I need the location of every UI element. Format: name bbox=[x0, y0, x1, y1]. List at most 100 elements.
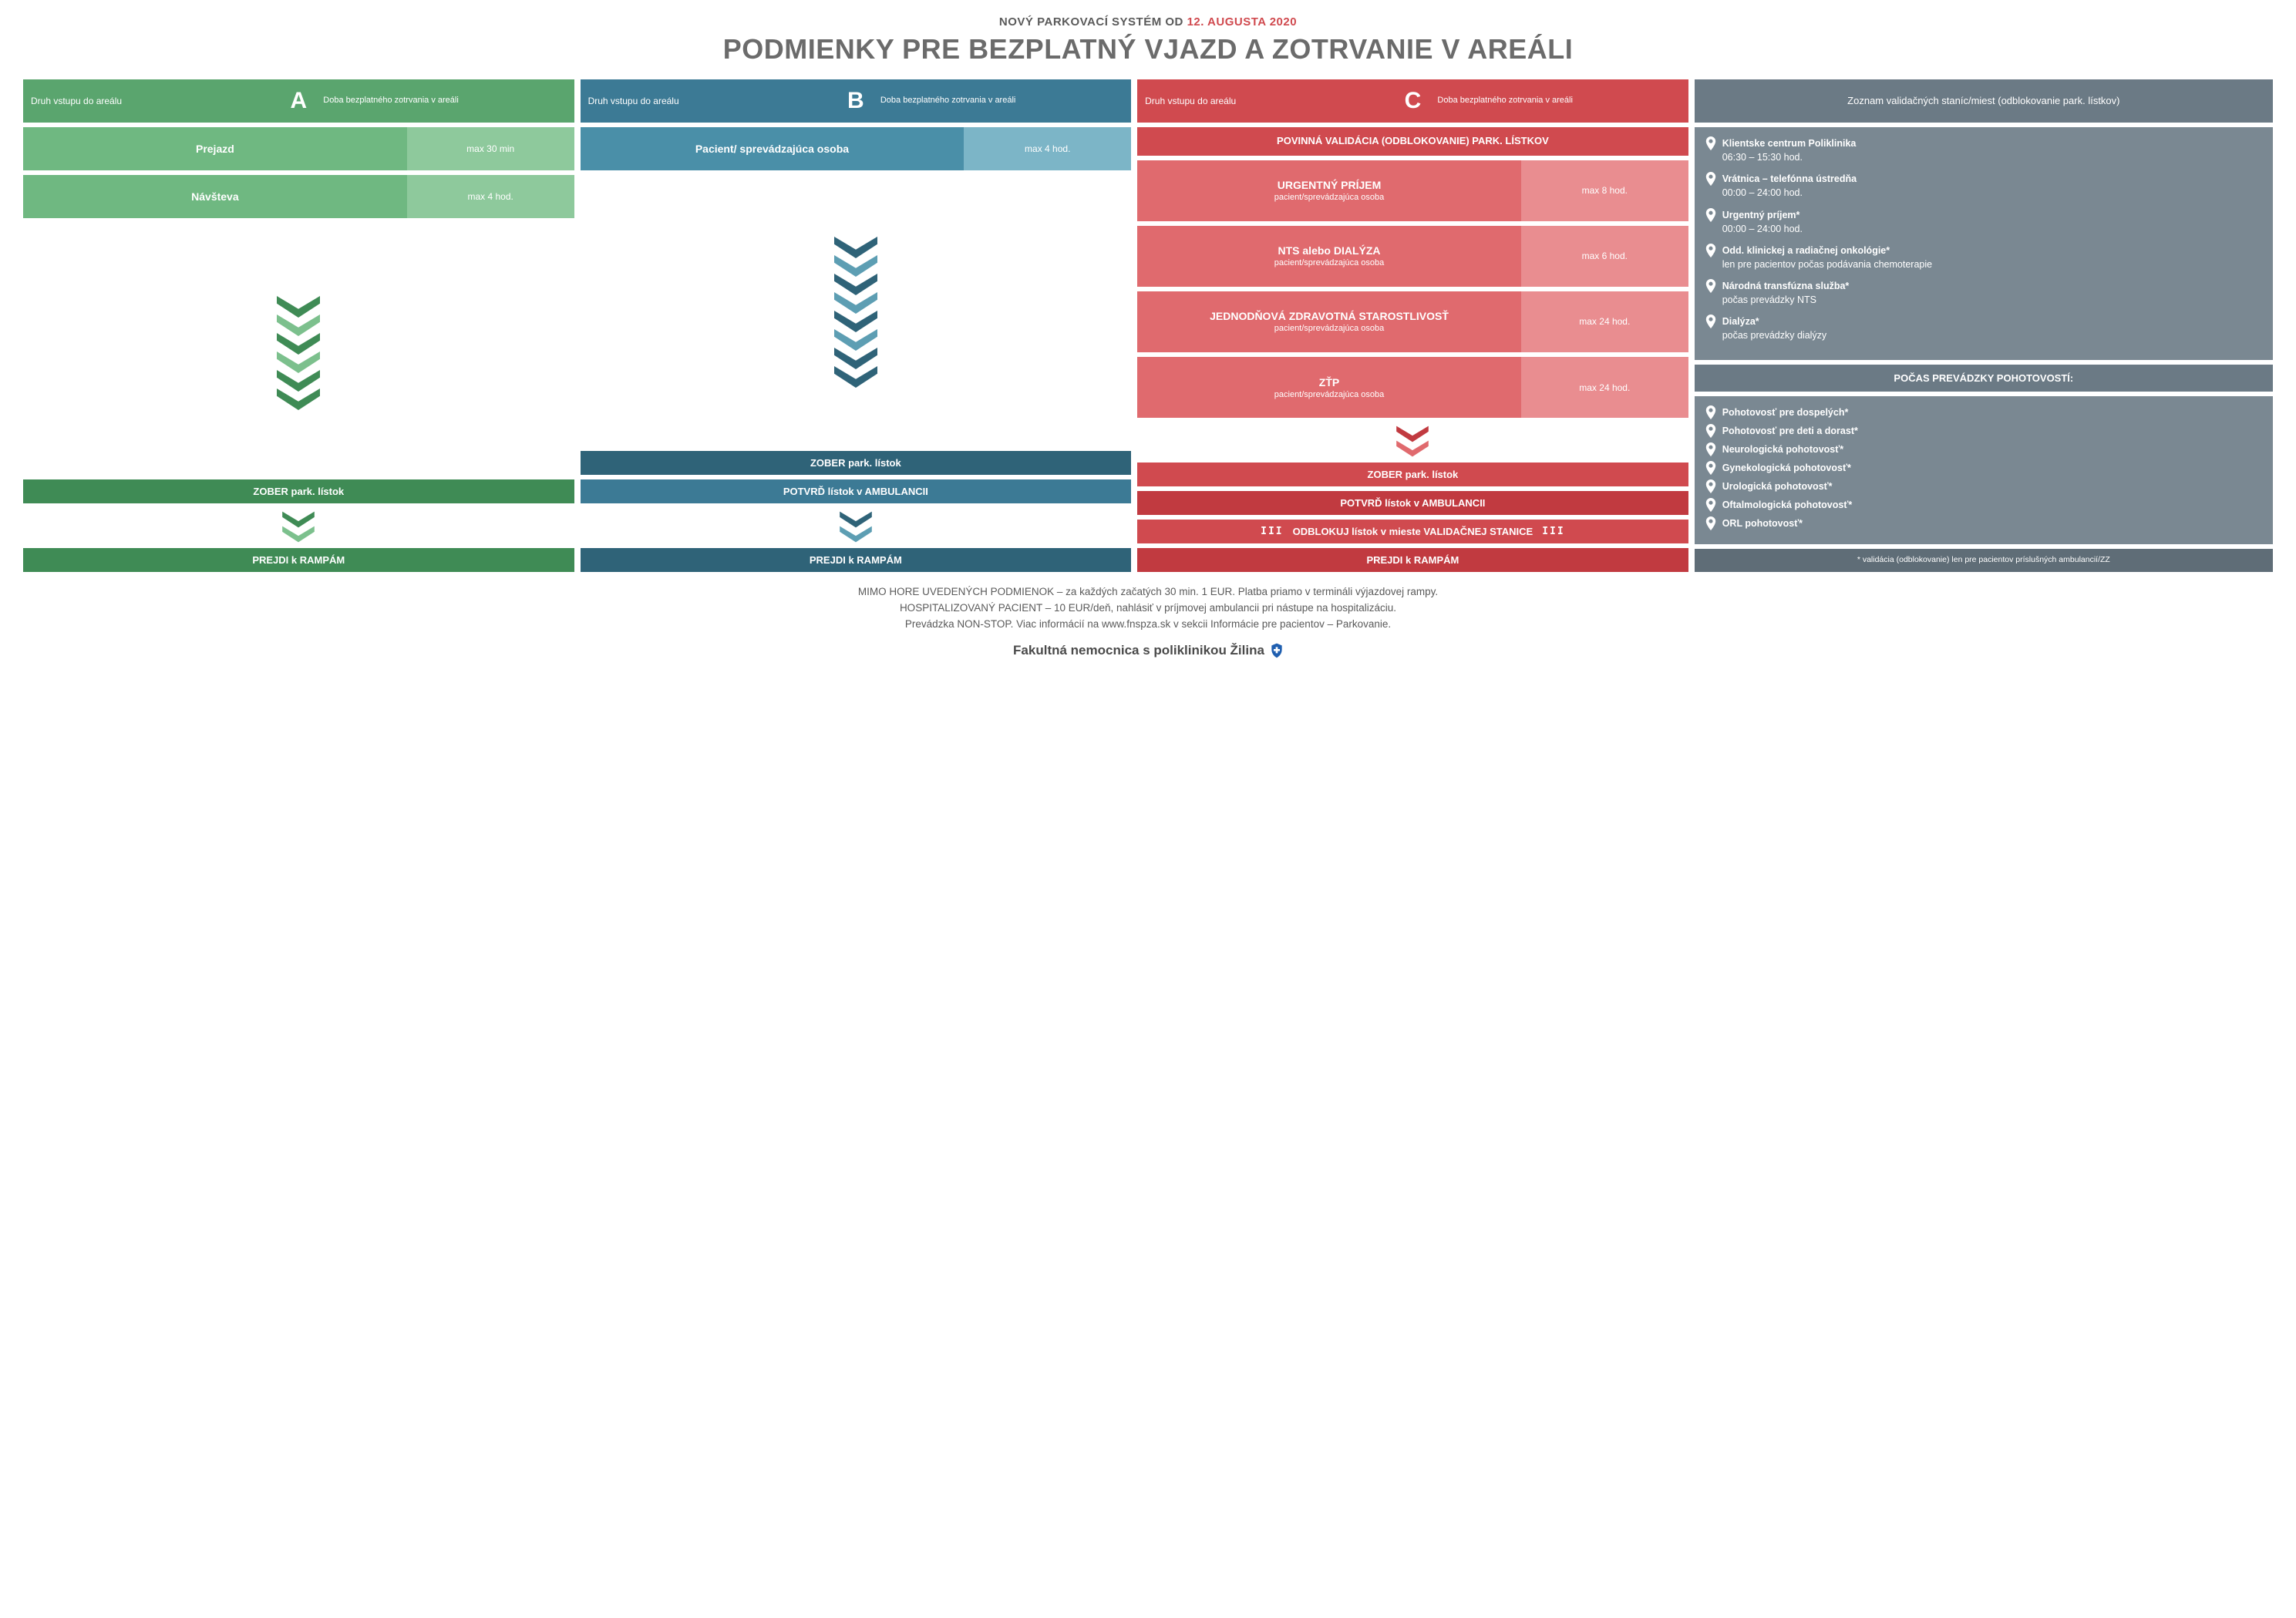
emergency-station-item: Gynekologická pohotovosť* bbox=[1705, 461, 2262, 475]
col-a-chevrons bbox=[23, 227, 574, 475]
col-c-row-label: JEDNODŇOVÁ ZDRAVOTNÁ STAROSTLIVOSŤpacien… bbox=[1137, 291, 1521, 352]
station-text: Gynekologická pohotovosť* bbox=[1722, 461, 1851, 475]
col-c-row-label: ZŤPpacient/sprevádzajúca osoba bbox=[1137, 357, 1521, 418]
map-pin-icon bbox=[1705, 424, 1716, 438]
validation-station-item: Národná transfúzna služba*počas prevádzk… bbox=[1705, 279, 2262, 307]
col-a-row-time: max 30 min bbox=[407, 127, 574, 170]
col-a-action-take-ticket: ZOBER park. lístok bbox=[23, 479, 574, 503]
footer: MIMO HORE UVEDENÝCH PODMIENOK – za každý… bbox=[23, 584, 2273, 661]
col-b-action-confirm: POTVRĎ lístok v AMBULANCII bbox=[581, 479, 1132, 503]
shield-icon bbox=[1271, 643, 1283, 658]
map-pin-icon bbox=[1705, 279, 1716, 307]
col-a-mini-chevrons bbox=[23, 508, 574, 543]
validation-station-item: Odd. klinickej a radiačnej onkológie*len… bbox=[1705, 244, 2262, 271]
col-c-row-time: max 6 hod. bbox=[1521, 226, 1688, 287]
col-b-row-label: Pacient/ sprevádzajúca osoba bbox=[581, 127, 965, 170]
chevron-down-icon bbox=[278, 526, 318, 543]
column-d: Zoznam validačných staníc/miest (odbloko… bbox=[1695, 79, 2273, 572]
station-text: Neurologická pohotovosť* bbox=[1722, 442, 1843, 456]
barcode-icon: III bbox=[1542, 526, 1564, 537]
footer-line-1: MIMO HORE UVEDENÝCH PODMIENOK – za každý… bbox=[23, 584, 2273, 600]
col-c-action-go-ramps: PREJDI k RAMPÁM bbox=[1137, 548, 1688, 572]
col-c-row-time: max 24 hod. bbox=[1521, 357, 1688, 418]
col-c-action-unblock-label: ODBLOKUJ lístok v mieste VALIDAČNEJ STAN… bbox=[1293, 526, 1533, 537]
col-c-head-left: Druh vstupu do areálu bbox=[1137, 91, 1395, 112]
chevron-down-icon bbox=[1392, 440, 1432, 457]
col-a-row-time: max 4 hod. bbox=[407, 175, 574, 218]
map-pin-icon bbox=[1705, 136, 1716, 164]
validation-station-item: Klientske centrum Poliklinika06:30 – 15:… bbox=[1705, 136, 2262, 164]
station-text: Dialýza*počas prevádzky dialýzy bbox=[1722, 315, 1826, 342]
col-c-action-take-ticket: ZOBER park. lístok bbox=[1137, 463, 1688, 486]
column-c: Druh vstupu do areálu C Doba bezplatného… bbox=[1137, 79, 1688, 572]
col-b-row: Pacient/ sprevádzajúca osobamax 4 hod. bbox=[581, 127, 1132, 170]
map-pin-icon bbox=[1705, 498, 1716, 512]
map-pin-icon bbox=[1705, 516, 1716, 530]
col-c-letter: C bbox=[1395, 86, 1429, 116]
station-text: Vrátnica – telefónna ústredňa00:00 – 24:… bbox=[1722, 172, 1857, 200]
col-c-row-time: max 24 hod. bbox=[1521, 291, 1688, 352]
col-a-row-label: Prejazd bbox=[23, 127, 407, 170]
station-text: Oftalmologická pohotovosť* bbox=[1722, 498, 1853, 512]
station-text: Pohotovosť pre dospelých* bbox=[1722, 405, 1849, 419]
col-d-list-1: Klientske centrum Poliklinika06:30 – 15:… bbox=[1695, 127, 2273, 360]
col-d-note: * validácia (odblokovanie) len pre pacie… bbox=[1695, 549, 2273, 572]
map-pin-icon bbox=[1705, 461, 1716, 475]
station-text: Klientske centrum Poliklinika06:30 – 15:… bbox=[1722, 136, 1857, 164]
pretitle-text: NOVÝ PARKOVACÍ SYSTÉM OD bbox=[999, 15, 1187, 29]
col-a-action-go-ramps: PREJDI k RAMPÁM bbox=[23, 548, 574, 572]
col-a-row-label: Návšteva bbox=[23, 175, 407, 218]
footer-line-2: HOSPITALIZOVANÝ PACIENT – 10 EUR/deň, na… bbox=[23, 600, 2273, 617]
station-text: ORL pohotovosť* bbox=[1722, 516, 1803, 530]
map-pin-icon bbox=[1705, 479, 1716, 493]
col-d-header: Zoznam validačných staníc/miest (odbloko… bbox=[1695, 79, 2273, 123]
col-d-subhead: POČAS PREVÁDZKY POHOTOVOSTÍ: bbox=[1695, 365, 2273, 392]
col-a-row: Návštevamax 4 hod. bbox=[23, 175, 574, 218]
emergency-station-item: Urologická pohotovosť* bbox=[1705, 479, 2262, 493]
col-b-letter: B bbox=[839, 86, 873, 116]
map-pin-icon bbox=[1705, 442, 1716, 456]
emergency-station-item: Oftalmologická pohotovosť* bbox=[1705, 498, 2262, 512]
station-text: Urgentný príjem*00:00 – 24:00 hod. bbox=[1722, 208, 1803, 236]
map-pin-icon bbox=[1705, 244, 1716, 271]
chevron-down-icon bbox=[828, 366, 884, 388]
map-pin-icon bbox=[1705, 405, 1716, 419]
validation-station-item: Vrátnica – telefónna ústredňa00:00 – 24:… bbox=[1705, 172, 2262, 200]
columns-grid: Druh vstupu do areálu A Doba bezplatného… bbox=[23, 79, 2273, 572]
map-pin-icon bbox=[1705, 315, 1716, 342]
emergency-station-item: Pohotovosť pre deti a dorast* bbox=[1705, 424, 2262, 438]
map-pin-icon bbox=[1705, 208, 1716, 236]
chevron-down-icon bbox=[836, 526, 876, 543]
col-c-row-label: URGENTNÝ PRÍJEMpacient/sprevádzajúca oso… bbox=[1137, 160, 1521, 221]
station-text: Pohotovosť pre deti a dorast* bbox=[1722, 424, 1858, 438]
col-b-header: Druh vstupu do areálu B Doba bezplatného… bbox=[581, 79, 1132, 123]
chevron-down-icon bbox=[271, 389, 326, 410]
station-text: Národná transfúzna služba*počas prevádzk… bbox=[1722, 279, 1850, 307]
col-b-action-take-ticket: ZOBER park. lístok bbox=[581, 451, 1132, 475]
col-c-banner: POVINNÁ VALIDÁCIA (ODBLOKOVANIE) PARK. L… bbox=[1137, 127, 1688, 156]
pretitle-date: 12. AUGUSTA 2020 bbox=[1187, 15, 1298, 29]
footer-line-3: Prevádzka NON-STOP. Viac informácií na w… bbox=[23, 617, 2273, 633]
col-c-row: ZŤPpacient/sprevádzajúca osobamax 24 hod… bbox=[1137, 357, 1688, 418]
col-d-list-2: Pohotovosť pre dospelých* Pohotovosť pre … bbox=[1695, 396, 2273, 545]
map-pin-icon bbox=[1705, 172, 1716, 200]
station-text: Urologická pohotovosť* bbox=[1722, 479, 1833, 493]
col-b-row-time: max 4 hod. bbox=[964, 127, 1131, 170]
col-c-header: Druh vstupu do areálu C Doba bezplatného… bbox=[1137, 79, 1688, 123]
col-a-row: Prejazdmax 30 min bbox=[23, 127, 574, 170]
pretitle: NOVÝ PARKOVACÍ SYSTÉM OD 12. AUGUSTA 202… bbox=[23, 15, 2273, 29]
col-b-head-left: Druh vstupu do areálu bbox=[581, 91, 839, 112]
column-a: Druh vstupu do areálu A Doba bezplatného… bbox=[23, 79, 574, 572]
col-a-head-right: Doba bezplatného zotrvania v areáli bbox=[315, 91, 574, 111]
emergency-station-item: Pohotovosť pre dospelých* bbox=[1705, 405, 2262, 419]
col-a-header: Druh vstupu do areálu A Doba bezplatného… bbox=[23, 79, 574, 123]
col-c-row-label: NTS alebo DIALÝZApacient/sprevádzajúca o… bbox=[1137, 226, 1521, 287]
col-b-chevrons bbox=[581, 175, 1132, 446]
col-c-row-time: max 8 hod. bbox=[1521, 160, 1688, 221]
col-b-head-right: Doba bezplatného zotrvania v areáli bbox=[873, 91, 1131, 111]
barcode-icon: III bbox=[1261, 526, 1283, 537]
col-b-mini-chevrons bbox=[581, 508, 1132, 543]
validation-station-item: Urgentný príjem*00:00 – 24:00 hod. bbox=[1705, 208, 2262, 236]
col-c-row: URGENTNÝ PRÍJEMpacient/sprevádzajúca oso… bbox=[1137, 160, 1688, 221]
col-b-action-go-ramps: PREJDI k RAMPÁM bbox=[581, 548, 1132, 572]
